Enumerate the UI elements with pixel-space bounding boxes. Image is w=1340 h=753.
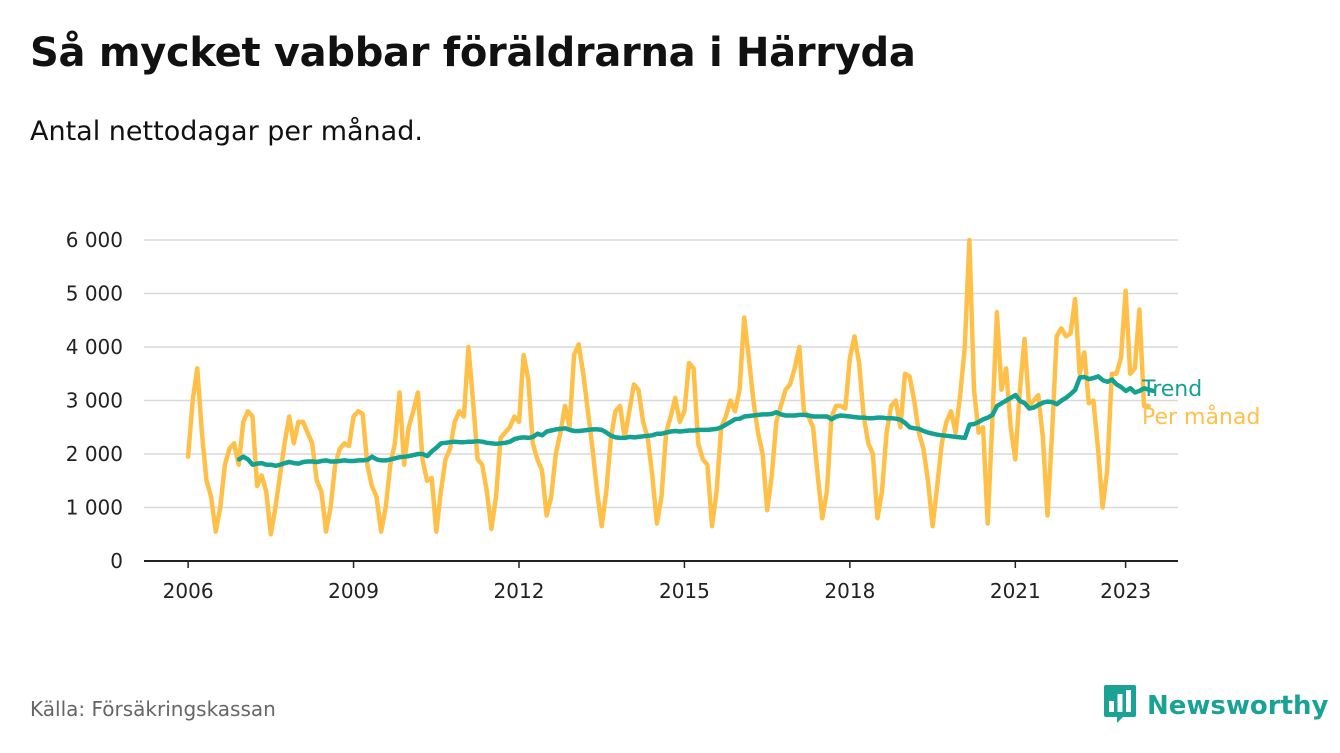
chart-title: Så mycket vabbar föräldrarna i Härryda — [30, 30, 916, 76]
x-axis: 2006 2009 2012 2015 2018 2021 2023 — [144, 560, 1178, 603]
y-tick-label: 3 000 — [66, 389, 123, 413]
x-tick-label: 2009 — [328, 579, 379, 603]
series-label-monthly: Per månad — [1142, 404, 1260, 430]
newsworthy-logo-icon — [1103, 684, 1137, 728]
source-note: Källa: Försäkringskassan — [30, 697, 276, 721]
series-label-trend: Trend — [1141, 377, 1202, 402]
x-tick-label: 2006 — [163, 579, 214, 603]
series-line-trend — [236, 374, 1156, 469]
series-lines — [185, 237, 1156, 537]
y-tick-label: 4 000 — [66, 335, 123, 359]
x-tick-label: 2021 — [990, 579, 1041, 603]
x-tick-label: 2018 — [824, 579, 875, 603]
y-tick-label: 0 — [110, 549, 123, 573]
x-tick-label: 2023 — [1100, 579, 1151, 603]
x-tick-label: 2015 — [659, 579, 710, 603]
y-tick-label: 2 000 — [66, 442, 123, 466]
x-tick-label: 2012 — [494, 579, 545, 603]
brand-name: Newsworthy — [1147, 691, 1329, 721]
y-tick-label: 5 000 — [66, 282, 123, 306]
y-tick-label: 6 000 — [66, 228, 123, 252]
brand-logo[interactable]: Newsworthy — [1103, 684, 1328, 728]
y-axis: 0 1 000 2 000 3 000 4 000 5 000 6 000 — [66, 228, 123, 573]
y-tick-label: 1 000 — [66, 496, 123, 520]
chart-subtitle: Antal nettodagar per månad. — [30, 116, 423, 147]
series-line-monthly — [185, 237, 1151, 537]
